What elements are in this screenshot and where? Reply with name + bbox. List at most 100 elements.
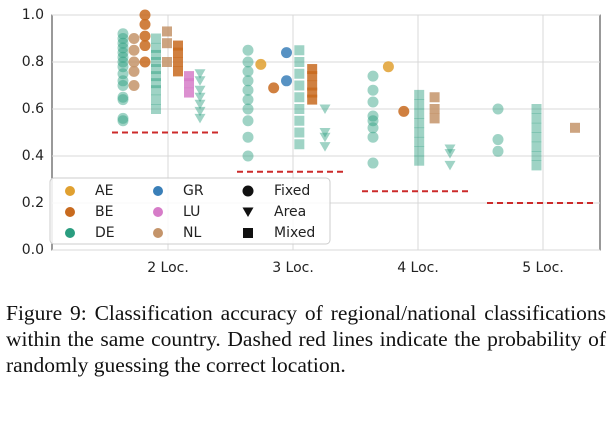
legend-swatch [65, 207, 75, 217]
point [307, 80, 318, 91]
point [319, 142, 331, 152]
legend-label: Fixed [274, 183, 310, 199]
legend-swatch [153, 228, 163, 238]
x-tick-label: 2 Loc. [147, 260, 189, 276]
point [117, 115, 129, 127]
point [319, 128, 331, 138]
legend-label: AE [95, 183, 113, 199]
point [162, 26, 172, 37]
point [151, 71, 161, 82]
point [194, 69, 206, 79]
point [151, 94, 161, 105]
point [242, 103, 254, 115]
point [151, 64, 161, 75]
point [281, 75, 292, 87]
point [414, 118, 425, 129]
point [319, 104, 331, 114]
caption: Figure 9: Classification accuracy of reg… [6, 301, 606, 377]
point [294, 115, 305, 126]
point [128, 65, 140, 77]
legend-label: LU [183, 204, 200, 220]
point [414, 155, 425, 166]
point [173, 47, 183, 58]
point [128, 44, 140, 56]
point [414, 108, 425, 119]
point [173, 57, 183, 67]
point [307, 94, 318, 105]
point [242, 56, 254, 68]
point [139, 30, 151, 42]
point [531, 104, 542, 114]
point [117, 68, 129, 80]
point [194, 106, 206, 117]
point [367, 131, 379, 143]
point [492, 134, 504, 146]
point [242, 150, 254, 162]
point [294, 80, 305, 91]
point [117, 61, 129, 73]
point [367, 122, 379, 134]
point [429, 104, 440, 114]
y-tick-label: 0.6 [22, 101, 44, 117]
point [242, 131, 254, 143]
legend-label: NL [183, 225, 201, 241]
point [531, 141, 542, 152]
point [414, 136, 425, 147]
point [414, 127, 425, 138]
point [151, 85, 161, 96]
point [382, 61, 394, 73]
point [429, 92, 440, 103]
legend-swatch [153, 186, 163, 196]
point [307, 64, 318, 75]
point [367, 84, 379, 96]
point [139, 18, 151, 30]
point [184, 78, 194, 89]
point [139, 9, 151, 21]
point [194, 92, 206, 103]
point [367, 115, 379, 127]
legend-label: GR [183, 183, 204, 199]
point [294, 104, 305, 114]
legend-swatch [153, 207, 163, 217]
point [414, 99, 425, 110]
point [151, 42, 161, 53]
point [281, 47, 292, 59]
point [570, 122, 580, 133]
legend-label: DE [95, 225, 115, 241]
point [531, 132, 542, 143]
point [117, 75, 129, 87]
point [268, 82, 280, 94]
point [117, 42, 129, 54]
point [492, 145, 504, 157]
x-tick-label: 3 Loc. [272, 260, 314, 276]
point [444, 160, 456, 171]
legend-label: Area [274, 204, 306, 220]
point [398, 105, 410, 117]
point [139, 56, 151, 68]
point [151, 57, 161, 67]
point [117, 91, 129, 103]
point [117, 51, 129, 63]
point [151, 49, 161, 60]
point [255, 58, 267, 70]
point [117, 47, 129, 59]
point [307, 87, 318, 98]
point [194, 76, 206, 86]
point [194, 85, 206, 96]
point [194, 113, 206, 124]
point [367, 157, 379, 169]
point [367, 110, 379, 122]
legend-swatch [242, 207, 254, 217]
legend-swatch [243, 228, 253, 238]
y-tick-label: 0.4 [22, 148, 44, 164]
point [151, 33, 161, 44]
point [117, 33, 129, 44]
point [128, 56, 140, 68]
point [492, 103, 504, 115]
point [184, 87, 194, 98]
legend-label: BE [95, 204, 113, 220]
y-tick-label: 0.2 [22, 195, 44, 211]
point [242, 65, 254, 77]
point [242, 115, 254, 127]
